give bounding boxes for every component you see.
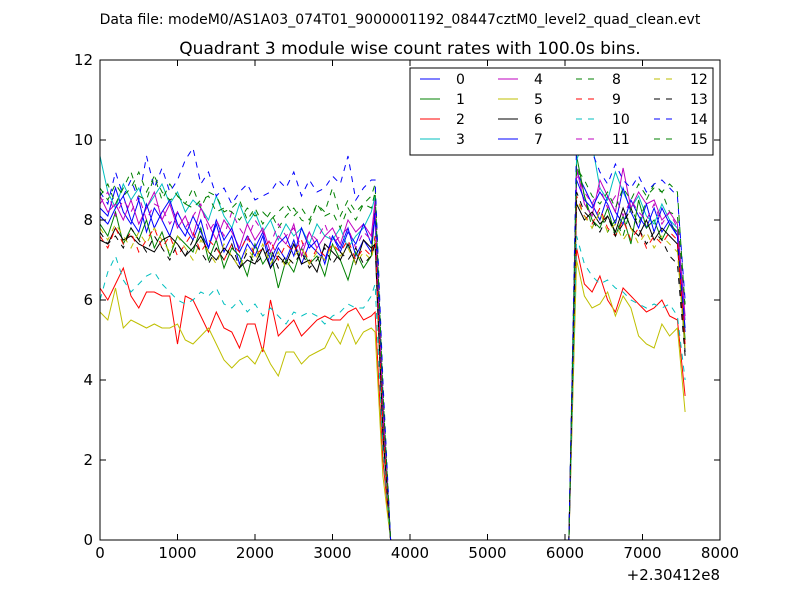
legend-box bbox=[409, 67, 714, 156]
y-tick-label: 8 bbox=[83, 211, 93, 229]
legend-label-9: 9 bbox=[612, 92, 621, 108]
series-line-2 bbox=[99, 247, 686, 541]
legend-label-1: 1 bbox=[456, 92, 465, 108]
figure-suptitle: Data file: modeM0/AS1A03_074T01_90000011… bbox=[100, 12, 701, 28]
x-tick-label: 5000 bbox=[468, 544, 506, 562]
series-line-14 bbox=[99, 122, 686, 541]
series-line-3 bbox=[99, 139, 686, 541]
y-tick-label: 4 bbox=[83, 371, 93, 389]
y-tick-label: 6 bbox=[83, 291, 93, 309]
legend-label-8: 8 bbox=[612, 72, 621, 88]
x-tick-label: 2000 bbox=[236, 544, 274, 562]
legend-label-15: 15 bbox=[690, 132, 708, 148]
series-line-7 bbox=[99, 179, 686, 541]
x-tick-label: 3000 bbox=[313, 544, 351, 562]
legend-label-11: 11 bbox=[612, 132, 630, 148]
legend-label-3: 3 bbox=[456, 132, 465, 148]
series-line-6 bbox=[99, 203, 686, 541]
y-tick-label: 10 bbox=[74, 131, 93, 149]
series-line-15 bbox=[99, 166, 686, 541]
series-line-0 bbox=[99, 171, 686, 541]
legend-label-10: 10 bbox=[612, 112, 630, 128]
x-tick-label: 6000 bbox=[546, 544, 584, 562]
x-axis-offset-label: +2.30412e8 bbox=[627, 566, 720, 584]
legend-label-6: 6 bbox=[534, 112, 543, 128]
y-tick-label: 12 bbox=[74, 51, 93, 69]
chart-title: Quadrant 3 module wise count rates with … bbox=[179, 39, 640, 59]
legend-label-4: 4 bbox=[534, 72, 543, 88]
y-tick-label: 0 bbox=[83, 531, 93, 549]
y-tick-label: 2 bbox=[83, 451, 93, 469]
legend-label-13: 13 bbox=[690, 92, 708, 108]
series-line-5 bbox=[99, 259, 686, 541]
legend-label-12: 12 bbox=[690, 72, 708, 88]
legend-label-2: 2 bbox=[456, 112, 465, 128]
series-line-13 bbox=[99, 191, 686, 541]
legend-label-14: 14 bbox=[690, 112, 708, 128]
legend-label-7: 7 bbox=[534, 132, 543, 148]
plot-area bbox=[99, 122, 686, 541]
legend-label-0: 0 bbox=[456, 72, 465, 88]
series-line-10 bbox=[99, 235, 686, 541]
x-tick-label: 7000 bbox=[623, 544, 661, 562]
series-line-9 bbox=[99, 195, 686, 541]
x-tick-label: 1000 bbox=[158, 544, 196, 562]
x-tick-label: 4000 bbox=[391, 544, 429, 562]
axis-ticks: 0 1000 2000 3000 4000 5000 6000 7000 80000246810… bbox=[74, 51, 739, 562]
x-tick-label: 8000 bbox=[701, 544, 739, 562]
legend-label-5: 5 bbox=[534, 92, 543, 108]
x-tick-label: 0 bbox=[95, 544, 105, 562]
